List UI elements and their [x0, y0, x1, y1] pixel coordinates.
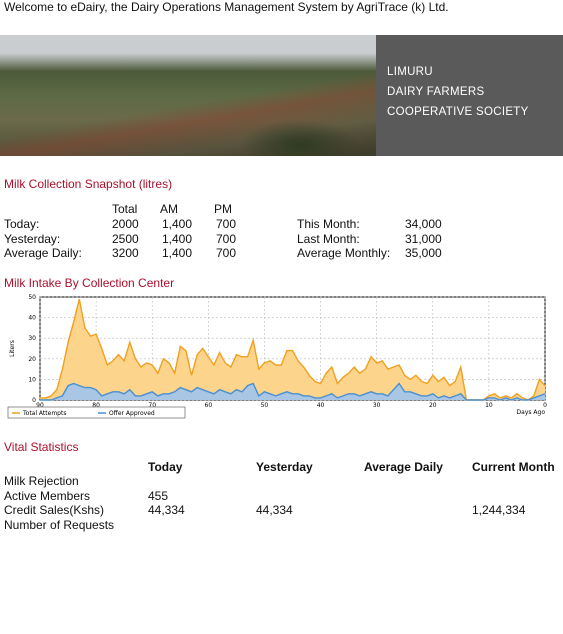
x-tick-label: 0 — [543, 402, 547, 409]
summary-label: Average Monthly: — [297, 246, 391, 260]
row-label: Today: — [4, 217, 40, 231]
summary-value: 31,000 — [405, 231, 442, 246]
y-tick-label: 0 — [32, 397, 36, 404]
summary-label: This Month: — [297, 217, 360, 231]
column-header: Total — [112, 202, 138, 216]
legend-box — [7, 406, 186, 419]
section-title: Milk Intake By Collection Center — [4, 276, 175, 290]
column-header: Current Month — [472, 460, 555, 474]
row-label: Credit Sales(Kshs) — [4, 503, 105, 517]
cell: 700 — [216, 231, 237, 246]
cell: 3200 — [112, 246, 139, 260]
cell: 1,244,334 — [472, 503, 526, 517]
summary-value: 34,000 — [405, 217, 442, 231]
cell: 1,400 — [162, 246, 193, 260]
x-tick-label: 70 — [148, 402, 156, 409]
row-label: Yesterday: — [4, 231, 61, 246]
cell: 2500 — [112, 231, 139, 246]
column-header: Today — [148, 460, 183, 474]
summary-value: 35,000 — [405, 246, 442, 260]
cell: 2000 — [112, 217, 139, 231]
area — [40, 383, 545, 400]
y-tick-label: 50 — [28, 294, 36, 301]
row-label: Number of Requests — [4, 517, 115, 532]
summary-label: Last Month: — [297, 231, 360, 246]
x-axis-label: Days Ago — [517, 409, 546, 416]
banner-line: COOPERATIVE SOCIETY — [387, 106, 529, 118]
cell: 44,334 — [148, 503, 185, 517]
row-label: Milk Rejection — [4, 474, 79, 488]
x-tick-label: 40 — [317, 402, 325, 409]
cell: 1,400 — [162, 231, 193, 246]
column-header: AM — [160, 202, 178, 216]
banner: LIMURU DAIRY FARMERS COOPERATIVE SOCIETY — [0, 35, 563, 156]
column-header: PM — [214, 202, 232, 216]
welcome: Welcome to eDairy, the Dairy Operations … — [4, 0, 449, 14]
x-tick-label: 60 — [205, 402, 213, 409]
y-tick-label: 10 — [28, 376, 36, 383]
section-title: Vital Statistics — [4, 440, 79, 454]
banner-line: LIMURU — [387, 66, 433, 78]
banner-line: DAIRY FARMERS — [387, 86, 485, 98]
x-tick-label: 10 — [485, 402, 493, 409]
banner-plate: LIMURU DAIRY FARMERS COOPERATIVE SOCIETY — [376, 35, 563, 156]
x-tick-label: 20 — [429, 402, 437, 409]
section-title: Milk Collection Snapshot (litres) — [4, 177, 173, 191]
x-tick-label: 90 — [36, 402, 44, 409]
cell: 455 — [148, 488, 169, 503]
x-tick-label: 30 — [373, 402, 381, 409]
row-label: Average Daily: — [4, 246, 82, 260]
area — [40, 299, 545, 400]
cell: 44,334 — [256, 503, 293, 517]
cell: 700 — [216, 246, 237, 260]
legend-label: Total Attempts — [22, 410, 66, 417]
x-tick-label: 80 — [92, 402, 100, 409]
line — [40, 382, 546, 401]
y-tick-label: 30 — [28, 335, 36, 342]
x-tick-label: 50 — [261, 402, 269, 409]
line — [40, 298, 546, 401]
cell: 700 — [216, 217, 237, 231]
column-header: Yesterday — [256, 460, 313, 474]
y-tick-label: 40 — [28, 315, 36, 322]
column-header: Average Daily — [364, 460, 443, 474]
cell: 1,400 — [162, 217, 193, 231]
y-tick-label: 20 — [28, 356, 36, 363]
y-axis-label: Liters — [9, 340, 16, 357]
legend-label: Offer Approved — [109, 410, 155, 417]
chart: 0 10 20 30 40 50 90 80 70 60 50 40 30 20 10 0 Liters Days… — [7, 294, 547, 419]
row-label: Active Members — [4, 488, 91, 503]
banner-photo — [0, 35, 376, 156]
